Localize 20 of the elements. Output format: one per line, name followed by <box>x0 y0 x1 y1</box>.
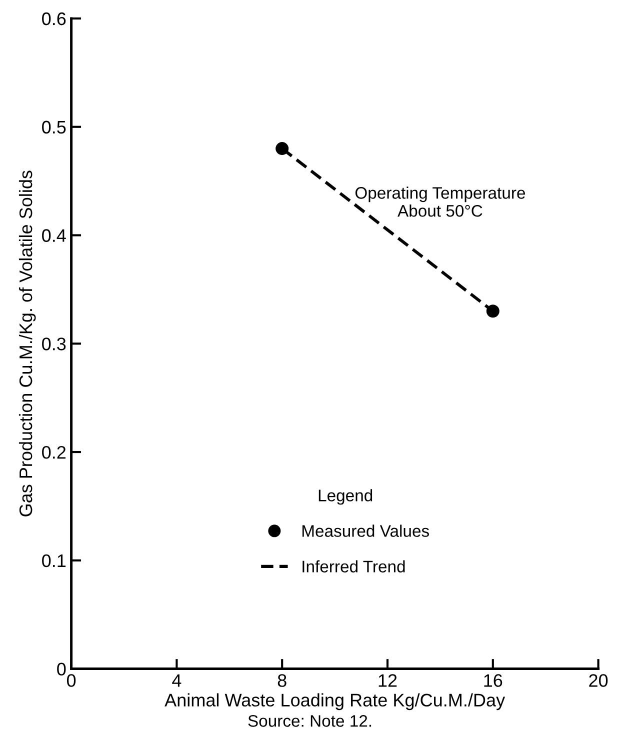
y-tick-label: 0.2 <box>42 446 66 459</box>
x-tick-label: 16 <box>484 674 502 687</box>
source-note: Source: Note 12. <box>248 715 372 727</box>
x-tick-label: 12 <box>378 674 397 687</box>
x-tick-label: 4 <box>172 674 182 687</box>
legend-title: Legend <box>318 489 372 505</box>
y-tick-label: 0 <box>57 662 66 676</box>
y-tick-label: 0.6 <box>42 12 66 26</box>
y-axis-title: Gas Production Cu.M./Kg. of Volatile Solids <box>18 170 36 516</box>
y-tick-label: 0.3 <box>42 338 66 350</box>
x-axis-title: Animal Waste Loading Rate Kg/Cu.M./Day <box>164 693 506 710</box>
legend-label: Measured Values <box>302 524 429 537</box>
x-tick-label: 8 <box>278 674 286 687</box>
legend-label: Inferred Trend <box>302 560 405 572</box>
y-tick-label: 0.1 <box>42 554 66 568</box>
y-tick-label: 0.5 <box>42 120 66 134</box>
y-tick-label: 0.4 <box>42 229 66 242</box>
x-tick-label: 0 <box>66 674 76 687</box>
annotation: Operating Temperature About 50°C <box>355 186 526 217</box>
x-tick-label: 20 <box>589 674 608 687</box>
